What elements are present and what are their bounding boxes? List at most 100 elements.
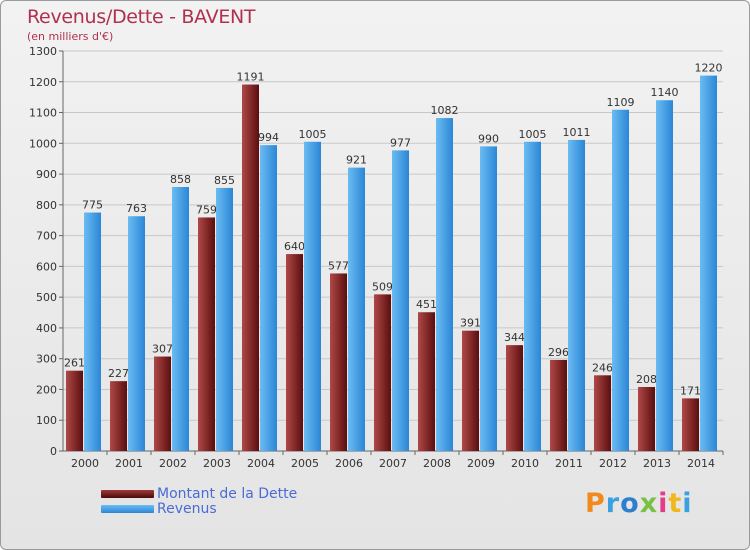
- bar-revenus: [568, 139, 585, 451]
- x-tick-label: 2011: [555, 457, 583, 470]
- data-label: 171: [680, 384, 701, 397]
- y-tick-label: 200: [36, 383, 57, 396]
- x-tick-label: 2014: [687, 457, 715, 470]
- bar-revenus: [128, 216, 145, 451]
- bar-revenus: [216, 187, 233, 451]
- bar-dette: [242, 84, 259, 452]
- data-label: 1005: [299, 128, 327, 141]
- logo-letter: i: [658, 488, 669, 519]
- bar-revenus: [348, 167, 365, 451]
- bar-dette: [594, 375, 611, 451]
- x-tick-label: 2003: [203, 457, 231, 470]
- data-label: 344: [504, 331, 525, 344]
- x-tick-label: 2000: [71, 457, 99, 470]
- data-label: 261: [64, 357, 85, 370]
- chart-subtitle: (en milliers d'€): [27, 30, 114, 43]
- y-tick-label: 1100: [29, 107, 57, 120]
- bar-dette: [66, 370, 83, 451]
- data-label: 640: [284, 240, 305, 253]
- logo-letter: t: [668, 488, 683, 519]
- data-label: 775: [82, 199, 103, 212]
- bar-dette: [198, 217, 215, 451]
- data-label: 921: [346, 154, 367, 167]
- bar-dette: [418, 312, 435, 451]
- x-tick-label: 2012: [599, 457, 627, 470]
- x-tick-label: 2008: [423, 457, 451, 470]
- data-label: 858: [170, 173, 191, 186]
- y-tick-label: 800: [36, 199, 57, 212]
- y-tick-label: 700: [36, 230, 57, 243]
- data-label: 1140: [651, 86, 679, 99]
- data-label: 208: [636, 373, 657, 386]
- data-label: 451: [416, 298, 437, 311]
- proxiti-logo: Proxiti: [585, 488, 693, 519]
- x-tick-label: 2004: [247, 457, 275, 470]
- y-tick-label: 900: [36, 168, 57, 181]
- data-label: 763: [126, 202, 147, 215]
- bar-dette: [550, 359, 567, 451]
- data-label: 246: [592, 361, 613, 374]
- bar-dette: [286, 254, 303, 451]
- bar-revenus: [480, 146, 497, 451]
- legend-label-dette: Montant de la Dette: [157, 486, 298, 502]
- x-tick-label: 2001: [115, 457, 143, 470]
- bar-revenus: [524, 141, 541, 451]
- bar-revenus: [612, 109, 629, 452]
- chart-title: Revenus/Dette - BAVENT: [27, 6, 256, 28]
- bar-dette: [506, 345, 523, 451]
- bar-revenus: [656, 100, 673, 451]
- data-label: 977: [390, 136, 411, 149]
- bar-dette: [110, 381, 127, 451]
- data-label: 391: [460, 317, 481, 330]
- bar-dette: [330, 273, 347, 451]
- y-tick-label: 1200: [29, 76, 57, 89]
- data-label: 509: [372, 280, 393, 293]
- x-tick-label: 2007: [379, 457, 407, 470]
- data-label: 296: [548, 346, 569, 359]
- x-tick-label: 2005: [291, 457, 319, 470]
- bar-revenus: [260, 145, 277, 451]
- x-tick-label: 2006: [335, 457, 363, 470]
- y-tick-label: 0: [50, 445, 57, 458]
- y-tick-label: 100: [36, 414, 57, 427]
- bar-dette: [638, 387, 655, 451]
- bar-dette: [154, 356, 171, 451]
- bar-revenus: [84, 212, 101, 451]
- legend-label-revenus: Revenus: [157, 501, 217, 517]
- bar-revenus: [172, 187, 189, 451]
- y-tick-label: 1300: [29, 45, 57, 58]
- data-label: 1011: [563, 126, 591, 139]
- x-tick-label: 2009: [467, 457, 495, 470]
- logo-letter: o: [620, 488, 640, 519]
- legend-swatch-revenus: [101, 505, 154, 513]
- bar-revenus: [304, 141, 321, 451]
- logo-letter: r: [605, 488, 621, 519]
- bar-revenus: [392, 150, 409, 451]
- y-tick-label: 1000: [29, 137, 57, 150]
- y-tick-label: 600: [36, 260, 57, 273]
- data-label: 577: [328, 259, 349, 272]
- data-label: 1220: [695, 62, 723, 75]
- data-label: 227: [108, 367, 129, 380]
- data-label: 1005: [519, 128, 547, 141]
- data-label: 855: [214, 174, 235, 187]
- y-tick-label: 400: [36, 322, 57, 335]
- x-tick-label: 2013: [643, 457, 671, 470]
- logo-letter: x: [639, 488, 659, 519]
- legend-swatch-dette: [101, 490, 154, 498]
- data-label: 759: [196, 203, 217, 216]
- logo-letter: P: [585, 488, 606, 519]
- bar-revenus: [700, 75, 717, 451]
- bar-dette: [374, 294, 391, 451]
- logo-letter: i: [682, 488, 693, 519]
- bar-revenus: [436, 118, 453, 452]
- bar-dette: [462, 330, 479, 451]
- data-label: 1191: [237, 71, 265, 84]
- data-label: 990: [478, 132, 499, 145]
- y-tick-label: 300: [36, 353, 57, 366]
- y-tick-label: 500: [36, 291, 57, 304]
- data-label: 1109: [607, 96, 635, 109]
- data-label: 307: [152, 343, 173, 356]
